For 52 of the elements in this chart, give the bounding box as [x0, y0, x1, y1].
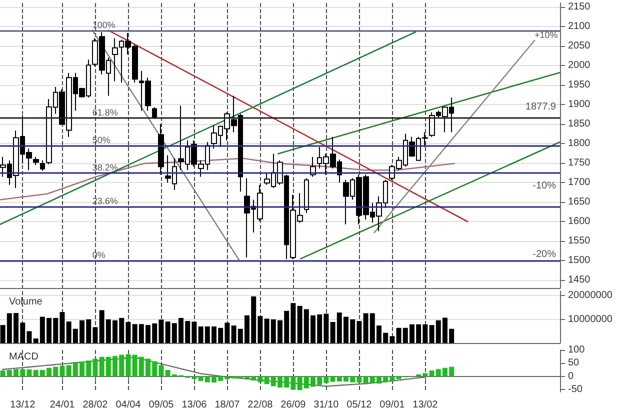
y-tick-label: 1450 — [568, 274, 591, 286]
y-tick-label: 1500 — [568, 255, 591, 266]
annotation: 0% — [92, 250, 106, 260]
x-tick-label: 18/07 — [214, 400, 240, 410]
x-tick-label: 24/01 — [50, 400, 76, 410]
annotation: 38.2% — [92, 162, 118, 172]
x-tick-label: 13/02 — [412, 400, 438, 410]
annotation: 100% — [92, 20, 116, 30]
candlestick — [304, 178, 309, 214]
x-tick-label: 05/12 — [346, 400, 372, 410]
x-tick-label: 09/01 — [380, 400, 406, 410]
annotation: -20% — [532, 249, 556, 260]
annotation: 23.6% — [92, 196, 118, 206]
y-tick-label: 1750 — [568, 158, 591, 169]
y-tick-label: 10000000 — [568, 314, 613, 325]
candlestick — [152, 106, 157, 120]
x-tick-label: 31/10 — [314, 400, 340, 410]
y-tick-label: 1700 — [568, 177, 591, 188]
candlestick — [112, 38, 118, 82]
x-tick-label: 04/04 — [116, 400, 142, 410]
annotation: 1877.9 — [525, 102, 556, 113]
y-tick-label: 100 — [568, 344, 586, 356]
x-tick-label: 09/05 — [148, 400, 174, 410]
annotation: 50% — [92, 135, 110, 145]
y-tick-label: 1900 — [568, 99, 591, 110]
x-tick-label: 28/02 — [82, 400, 108, 410]
annotation: 61.8% — [92, 108, 118, 118]
x-tick-label: 13/06 — [182, 400, 208, 410]
y-tick-label: 2050 — [568, 40, 591, 52]
candlestick — [158, 124, 164, 176]
y-tick-label: 20000000 — [568, 290, 613, 302]
y-tick-label: 2000 — [568, 60, 591, 71]
text: Volume — [9, 296, 43, 308]
candlestick — [33, 156, 39, 166]
annotation: +10% — [534, 30, 558, 40]
y-tick-label: 1800 — [568, 138, 591, 150]
y-tick-label: 1550 — [568, 236, 591, 247]
y-tick-label: 50 — [568, 358, 580, 369]
chart-title: MACD — [9, 352, 38, 362]
y-tick-label: 1950 — [568, 79, 591, 90]
x-tick-label: 26/09 — [280, 400, 306, 410]
candlestick — [40, 160, 45, 172]
x-tick-label: 22/08 — [248, 400, 274, 410]
y-tick-label: 1850 — [568, 118, 591, 130]
y-tick-label: 2100 — [568, 20, 591, 32]
y-tick-label: 1650 — [568, 196, 591, 208]
y-tick-label: -50 — [568, 384, 583, 395]
x-tick-label: 13/12 — [10, 400, 36, 410]
y-tick-label: 0 — [568, 370, 574, 382]
y-tick-label: 1600 — [568, 216, 591, 228]
annotation: -10% — [532, 180, 556, 192]
y-tick-label: 2150 — [568, 1, 591, 12]
